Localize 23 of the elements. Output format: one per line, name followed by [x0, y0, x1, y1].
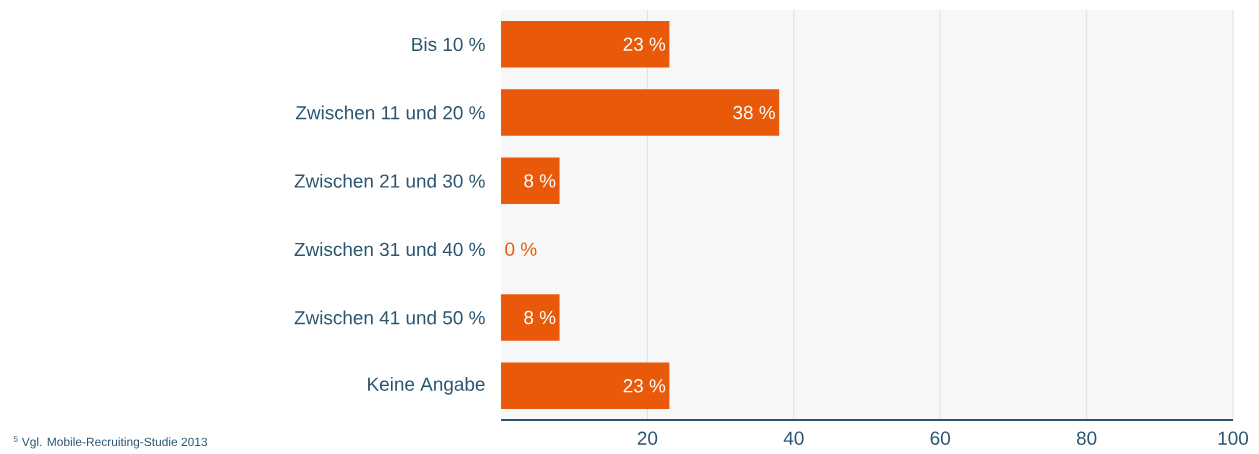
- y-tick-label: Zwischen 21 und 30 %: [294, 173, 485, 188]
- data-label: 8 %: [524, 174, 556, 188]
- data-label: 0 %: [505, 242, 537, 256]
- x-tick-label: 100: [1218, 431, 1249, 445]
- y-tick-label: Keine Angabe: [368, 377, 485, 395]
- bar: [501, 20, 670, 68]
- y-tick-label: Bis 10 %: [412, 37, 485, 52]
- bar: [501, 294, 560, 341]
- bar: [501, 89, 780, 136]
- x-tick-label: 20: [637, 431, 658, 445]
- data-label: 23 %: [623, 37, 666, 51]
- data-label: 23 %: [623, 379, 666, 393]
- y-tick-label: Zwischen 31 und 40 %: [294, 242, 485, 257]
- data-label: 8 %: [524, 310, 556, 325]
- bar: [501, 362, 670, 410]
- bar: [501, 157, 560, 205]
- x-tick-label: 60: [930, 431, 950, 445]
- y-tick-label: Zwischen 11 und 20 %: [295, 105, 485, 120]
- data-label: 38 %: [733, 105, 775, 120]
- y-tick-label: Zwischen 41 und 50 %: [294, 310, 485, 325]
- text: $^{5}$ Vgl. Mobile-Recruiting-Studie 2013: [13, 436, 208, 449]
- x-tick-label: 80: [1076, 431, 1097, 445]
- x-tick-label: 40: [783, 431, 804, 445]
